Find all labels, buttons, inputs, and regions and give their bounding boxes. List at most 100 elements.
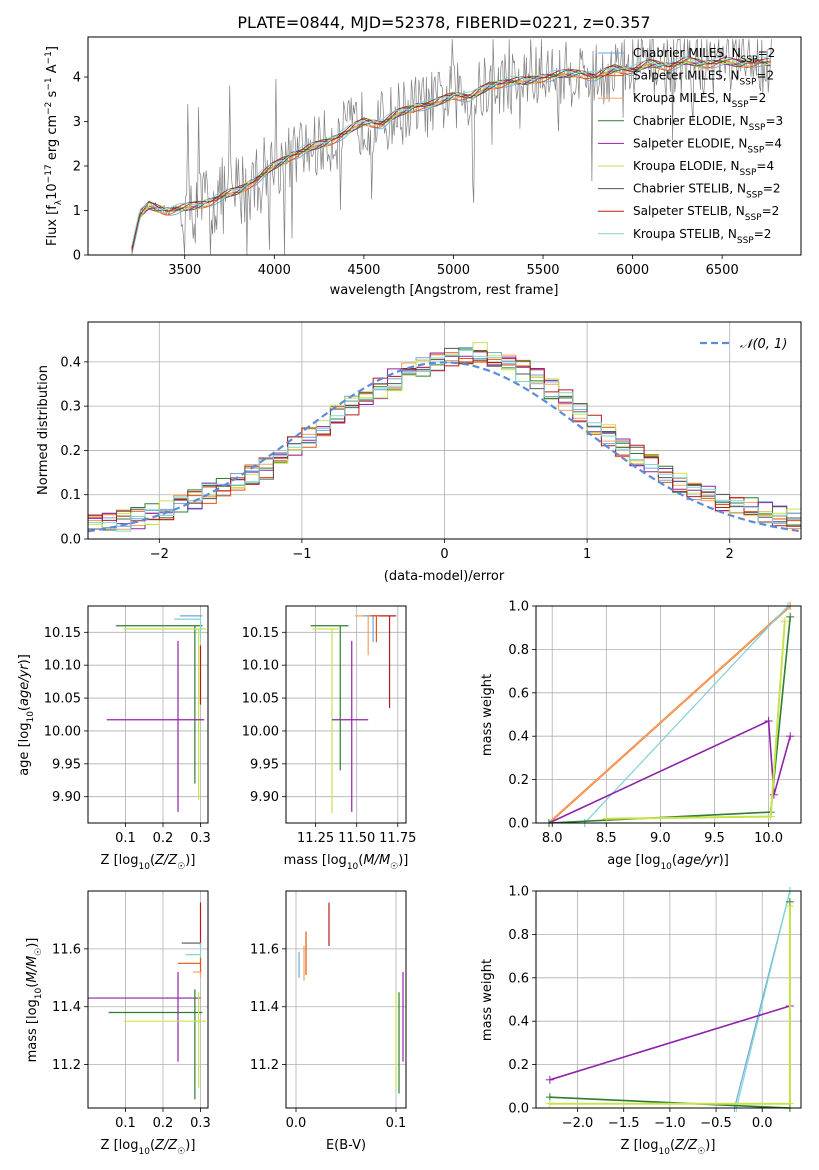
x-tick-label: 8.0 <box>542 831 563 846</box>
y-tick-label: 0.6 <box>508 971 529 986</box>
axes-frame <box>285 890 407 1109</box>
x-tick-label: 0.2 <box>153 831 174 846</box>
model-spectrum-line <box>131 55 771 246</box>
x-tick-label: 6500 <box>706 263 739 278</box>
x-tick-label: 2 <box>726 547 734 562</box>
x-tick-label: 5000 <box>437 263 470 278</box>
legend-label: Chabrier ELODIE, NSSP=3 <box>633 114 783 133</box>
axes-frame <box>87 605 209 824</box>
histogram-step <box>88 349 801 532</box>
gaussian-curve <box>87 361 802 533</box>
y-tick-label: 0.2 <box>60 444 81 459</box>
y-tick-label: 3 <box>73 115 81 130</box>
y-tick-label: 0.8 <box>508 928 529 943</box>
y-tick-label: 9.95 <box>52 757 81 772</box>
y-tick-label: 11.4 <box>52 1000 81 1015</box>
y-axis-label: mass weight <box>480 674 495 756</box>
x-tick-label: 0.3 <box>190 1116 211 1131</box>
x-tick-label: 4500 <box>347 263 380 278</box>
y-tick-label: 11.4 <box>250 1000 279 1015</box>
y-axis-label: mass weight <box>480 959 495 1041</box>
x-axis-label: E(B-V) <box>326 1138 366 1153</box>
y-tick-label: 10.00 <box>242 724 279 739</box>
y-tick-label: 11.2 <box>250 1058 279 1073</box>
y-tick-label: 10.15 <box>242 626 279 641</box>
histogram-step <box>88 348 801 529</box>
histogram-step <box>88 351 801 527</box>
x-tick-label: 11.50 <box>338 831 375 846</box>
y-tick-label: 0.2 <box>508 1058 529 1073</box>
x-axis-label: wavelength [Angstrom, rest frame] <box>330 283 559 298</box>
x-tick-label: 0.0 <box>286 1116 307 1131</box>
y-tick-label: 0.0 <box>508 817 529 832</box>
mass-weight-line <box>548 616 791 824</box>
y-tick-label: 0.4 <box>508 1015 529 1030</box>
x-tick-label: 3500 <box>168 263 201 278</box>
x-tick-label: 6000 <box>616 263 649 278</box>
y-tick-label: 0.2 <box>508 773 529 788</box>
mass-weight-line <box>548 605 791 824</box>
x-axis-label: Z [log10(Z/Z☉)] <box>621 1138 716 1157</box>
legend-label: Kroupa ELODIE, NSSP=4 <box>633 159 774 178</box>
y-tick-label: 2 <box>73 160 81 175</box>
axes-frame <box>87 321 802 540</box>
legend-label: 𝒩(0, 1) <box>740 337 787 352</box>
y-tick-label: 9.90 <box>250 790 279 805</box>
x-tick-label: −1 <box>292 547 311 562</box>
x-tick-label: 9.0 <box>650 831 671 846</box>
x-tick-label: −1.5 <box>608 1116 640 1131</box>
y-tick-label: 0.0 <box>60 533 81 548</box>
x-tick-label: 0.2 <box>153 1116 174 1131</box>
x-tick-label: −1.0 <box>654 1116 686 1131</box>
spectrum-data-line <box>131 38 772 256</box>
figure-title: PLATE=0844, MJD=52378, FIBERID=0221, z=0… <box>237 13 650 32</box>
histogram-step <box>88 347 801 531</box>
x-tick-label: 0.1 <box>386 1116 407 1131</box>
x-tick-label: 1 <box>583 547 591 562</box>
x-axis-label: Z [log10(Z/Z☉)] <box>101 853 196 872</box>
y-tick-label: 9.90 <box>52 790 81 805</box>
x-tick-label: 11.25 <box>297 831 334 846</box>
x-tick-label: 10.0 <box>754 831 783 846</box>
y-tick-label: 0.1 <box>60 488 81 503</box>
x-tick-label: 0.1 <box>115 831 136 846</box>
x-tick-label: 9.5 <box>704 831 725 846</box>
y-tick-label: 10.05 <box>242 692 279 707</box>
y-tick-label: 0 <box>73 249 81 264</box>
y-tick-label: 0.8 <box>508 643 529 658</box>
y-axis-label: Flux [fλ10−17 erg cm−2 s−1 A−1] <box>44 46 64 246</box>
mass-weight-line <box>548 719 791 824</box>
mass-weight-line <box>584 605 789 824</box>
legend-label: Chabrier STELIB, NSSP=2 <box>633 182 781 201</box>
legend-label: Kroupa MILES, NSSP=2 <box>633 91 766 110</box>
y-tick-label: 11.2 <box>52 1058 81 1073</box>
y-tick-label: 0.4 <box>60 355 81 370</box>
x-axis-label: Z [log10(Z/Z☉)] <box>101 1138 196 1157</box>
x-tick-label: 0.3 <box>190 831 211 846</box>
y-tick-label: 0.4 <box>508 730 529 745</box>
x-tick-label: −2.0 <box>562 1116 594 1131</box>
x-axis-label: (data-model)/error <box>384 569 505 584</box>
axes-frame <box>285 605 407 824</box>
y-tick-label: 11.6 <box>52 942 81 957</box>
y-tick-label: 9.95 <box>250 757 279 772</box>
legend-label: Kroupa STELIB, NSSP=2 <box>633 227 771 246</box>
y-tick-label: 0.0 <box>508 1102 529 1117</box>
y-tick-label: 1.0 <box>508 885 529 900</box>
x-tick-label: 4000 <box>258 263 291 278</box>
model-spectrum-line <box>131 56 771 249</box>
y-tick-label: 11.6 <box>250 942 279 957</box>
model-spectrum-line <box>131 57 771 251</box>
x-tick-label: −0.5 <box>700 1116 732 1131</box>
x-axis-label: mass [log10(M/M☉)] <box>284 853 409 872</box>
x-tick-label: 8.5 <box>596 831 617 846</box>
y-axis-label: mass [log10(M/M☉)] <box>25 938 44 1063</box>
mass-weight-line <box>549 1005 791 1081</box>
y-axis-label: age [log10(age/yr)] <box>17 654 36 776</box>
x-tick-label: 0 <box>440 547 448 562</box>
axes-frame <box>87 36 802 256</box>
y-tick-label: 10.05 <box>44 692 81 707</box>
y-tick-label: 1.0 <box>508 600 529 615</box>
y-tick-label: 10.00 <box>44 724 81 739</box>
mass-weight-line <box>606 621 786 820</box>
